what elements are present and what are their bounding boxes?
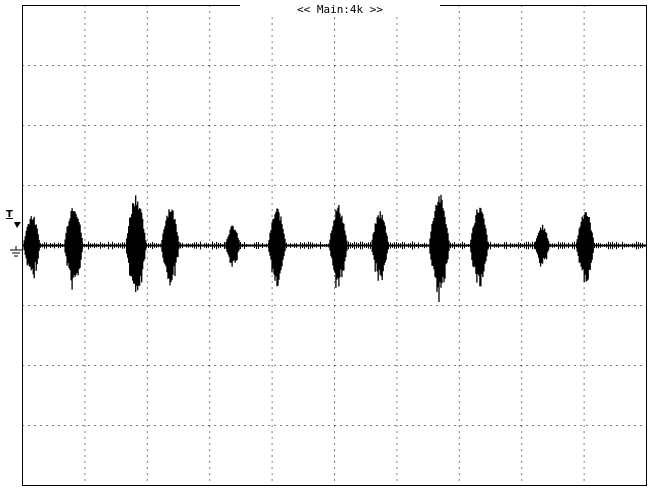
waveform-burst xyxy=(329,205,348,288)
waveform-trace xyxy=(22,194,647,302)
waveform-burst xyxy=(371,211,389,281)
waveform-burst xyxy=(161,209,180,286)
waveform-burst xyxy=(470,207,489,287)
waveform-burst xyxy=(23,216,41,279)
trigger-arrow-icon xyxy=(14,222,21,228)
waveform-burst xyxy=(429,194,450,302)
waveform-burst xyxy=(64,208,84,290)
waveform-burst xyxy=(534,224,551,267)
waveform-burst xyxy=(225,225,241,267)
waveform-burst xyxy=(576,212,595,282)
timebase-label: << Main:4k >> xyxy=(240,4,440,16)
waveform-burst xyxy=(126,195,147,292)
waveform-burst xyxy=(268,208,287,287)
trigger-level-label: T xyxy=(6,209,13,220)
ground-icon xyxy=(10,246,22,257)
